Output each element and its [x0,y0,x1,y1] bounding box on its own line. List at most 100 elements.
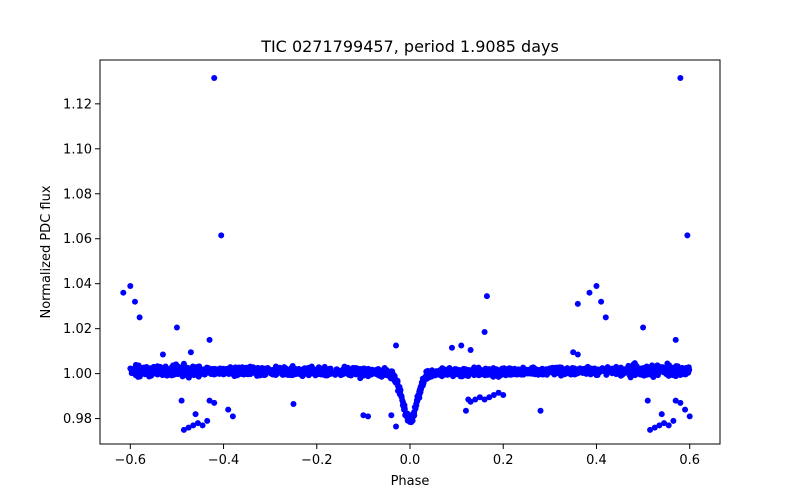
data-point [537,407,544,414]
data-point [532,366,539,373]
data-point [206,397,213,404]
data-point [513,369,520,376]
data-point [476,394,483,401]
y-tick-label: 1.02 [63,322,92,337]
data-point [227,364,234,371]
data-point [179,370,186,377]
data-point [602,314,609,321]
data-point [635,366,642,373]
data-point [682,406,689,413]
data-point [493,369,500,376]
data-point [507,367,514,374]
data-point [255,366,262,373]
data-point [120,289,127,296]
data-point [452,370,459,377]
data-point [317,365,324,372]
data-point [465,371,472,378]
data-point [360,412,367,419]
data-point [180,360,187,367]
data-point [665,422,672,429]
data-point [672,336,679,343]
data-point [561,370,568,377]
data-point [670,417,677,424]
x-axis-ticks: −0.6 −0.4 −0.2 0.0 0.2 0.4 0.6 [115,444,700,468]
data-point [658,411,665,418]
data-point [211,399,218,406]
x-tick-label: 0.4 [586,453,607,468]
data-point [262,365,269,372]
data-point [499,367,506,374]
data-point [677,74,684,81]
data-point [586,366,593,373]
data-point [355,370,362,377]
data-point [365,413,372,420]
data-point [393,423,400,430]
data-point [187,349,194,356]
data-point [461,368,468,375]
data-point [290,400,297,407]
y-tick-label: 1.08 [63,187,92,202]
data-point [192,411,199,418]
data-point [128,366,135,373]
y-tick-label: 1.12 [63,97,92,112]
data-point [675,366,682,373]
data-point [198,370,205,377]
data-point [407,413,414,420]
data-point [438,373,445,380]
data-point [677,399,684,406]
data-point [486,394,493,401]
data-point [420,379,427,386]
data-point [672,397,679,404]
data-point [242,365,249,372]
data-point [414,398,421,405]
data-point [661,420,668,427]
data-point [669,370,676,377]
x-tick-label: 0.6 [679,453,700,468]
data-point [631,370,638,377]
data-point [211,74,218,81]
data-point [626,371,633,378]
data-point [366,370,373,377]
data-point [574,300,581,307]
data-point [472,367,479,374]
data-point [683,370,690,377]
data-point [551,366,558,373]
data-point [593,282,600,289]
data-point [309,366,316,373]
data-point [653,366,660,373]
data-point [586,289,593,296]
y-tick-label: 0.98 [63,412,92,427]
data-point [199,422,206,429]
data-point [467,347,474,354]
data-point [229,413,236,420]
data-point [246,369,253,376]
data-point [206,336,213,343]
data-point [388,412,395,419]
x-tick-label: −0.4 [208,453,240,468]
data-point [644,397,651,404]
x-tick-label: 0.2 [493,453,514,468]
data-point [640,324,647,331]
data-point [173,324,180,331]
data-point [522,369,529,376]
data-point [488,369,495,376]
data-point [225,406,232,413]
data-point [194,420,201,427]
data-point [127,282,134,289]
data-point [174,365,181,372]
data-point [185,424,192,431]
y-tick-label: 1.10 [63,142,92,157]
data-point [143,365,150,372]
data-point [458,342,465,349]
data-point [384,371,391,378]
scatter-points [120,74,693,433]
data-point [188,369,195,376]
data-point [472,396,479,403]
data-point [302,367,309,374]
data-point [604,364,611,371]
data-point [350,364,357,371]
data-point [686,413,693,420]
data-point [218,369,225,376]
data-point [481,329,488,336]
y-axis-ticks: 0.98 1.00 1.02 1.04 1.06 1.08 1.10 1.12 [63,97,100,427]
